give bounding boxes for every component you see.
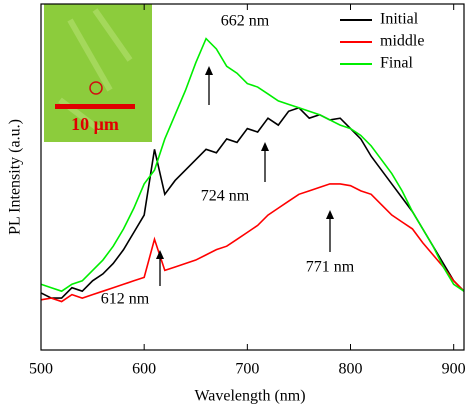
series-line xyxy=(40,183,465,303)
x-tick-label: 700 xyxy=(235,361,259,378)
x-tick-label: 500 xyxy=(29,361,53,378)
annotation: 662 nm xyxy=(221,13,270,30)
annotation: 724 nm xyxy=(201,188,250,205)
plot-frame xyxy=(40,3,465,351)
inset-label: 10 μm xyxy=(71,114,119,134)
annotation: 612 nm xyxy=(101,291,150,308)
y-axis-label: PL Intensity (a.u.) xyxy=(7,119,24,235)
annotation: 771 nm xyxy=(306,259,355,276)
legend-label: Final xyxy=(380,55,413,72)
x-tick-label: 800 xyxy=(339,361,363,378)
inset-marker xyxy=(89,81,103,95)
x-tick-label: 900 xyxy=(442,361,466,378)
arrow-head xyxy=(156,250,164,259)
x-tick-label: 600 xyxy=(132,361,156,378)
x-axis-label: Wavelength (nm) xyxy=(194,388,305,405)
series-line xyxy=(40,106,465,299)
arrow-head xyxy=(261,142,269,151)
arrow-head xyxy=(326,210,334,219)
legend-label: middle xyxy=(380,33,424,50)
scale-bar xyxy=(55,104,135,109)
legend-label: Initial xyxy=(380,11,419,28)
arrow-head xyxy=(205,66,213,75)
series-line xyxy=(40,37,465,293)
